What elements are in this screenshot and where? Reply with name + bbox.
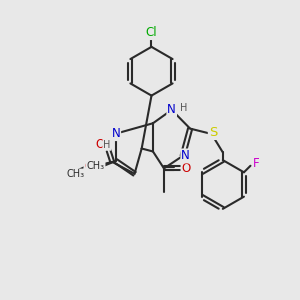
Text: O: O <box>96 138 105 151</box>
Text: H: H <box>181 103 188 113</box>
Text: N: N <box>167 103 176 116</box>
Text: N: N <box>111 127 120 140</box>
Text: CH₃: CH₃ <box>86 161 105 171</box>
Text: H: H <box>103 140 111 150</box>
Text: O: O <box>84 160 94 173</box>
Text: S: S <box>209 126 217 139</box>
Text: CH₃: CH₃ <box>66 169 84 179</box>
Text: Cl: Cl <box>146 26 157 39</box>
Text: F: F <box>253 157 260 170</box>
Text: O: O <box>182 162 191 175</box>
Text: N: N <box>181 149 190 162</box>
